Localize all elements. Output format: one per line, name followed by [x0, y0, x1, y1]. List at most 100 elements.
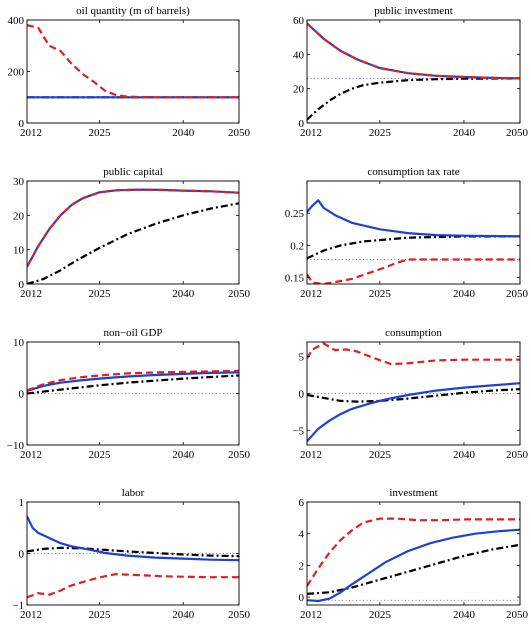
x-tick-label: 2040	[172, 127, 195, 139]
plot-area	[307, 517, 520, 603]
y-tick-label: 0.25	[285, 208, 305, 220]
x-tick-label: 2040	[453, 288, 476, 300]
series-line-dashdot	[27, 374, 239, 395]
series-line-solid	[307, 382, 520, 443]
series-line-dashdot	[307, 77, 520, 121]
y-tick-label: 40	[293, 49, 305, 61]
x-tick-label: 2025	[89, 288, 112, 300]
axes-frame	[306, 180, 521, 285]
x-tick-label: 2050	[228, 609, 251, 621]
x-tick-label: 2012	[300, 449, 322, 461]
y-tick-label: 0.15	[285, 273, 305, 285]
series-line-dashed	[27, 188, 239, 268]
y-tick-label: 1	[19, 497, 25, 509]
series-line-dashdot	[307, 388, 520, 403]
x-tick-label: 2025	[369, 609, 392, 621]
series-line-dashed	[307, 258, 520, 284]
x-tick-label: 2012	[20, 127, 42, 139]
x-tick-label: 2050	[228, 449, 251, 461]
y-tick-label: 0	[19, 549, 25, 561]
chart-panel: consumption tax rate 2012 2025 2040 2050 0.15…	[285, 166, 529, 300]
plot-area	[307, 342, 520, 443]
series-line-dashed	[27, 24, 239, 99]
chart-panel: public capital 2012 2025 2040 2050 0 10 20 30	[13, 166, 251, 300]
series-line-dashed	[307, 517, 520, 587]
plot-area	[307, 22, 520, 121]
panel-title: consumption tax rate	[367, 166, 459, 178]
chart-panel: investment 2012 2025 2040 2050 0 2 4 6	[299, 487, 529, 621]
x-tick-label: 2040	[453, 609, 476, 621]
x-tick-label: 2050	[506, 609, 529, 621]
y-tick-label: 200	[8, 67, 25, 79]
plot-area	[27, 369, 239, 395]
series-line-dashdot	[307, 543, 520, 595]
axes-frame	[26, 19, 240, 124]
series-line-dashed	[307, 342, 520, 366]
series-line-solid	[307, 199, 520, 238]
x-tick-label: 2012	[20, 609, 42, 621]
x-tick-label: 2025	[369, 288, 392, 300]
series-line-dashdot	[27, 546, 239, 558]
x-tick-label: 2040	[172, 288, 195, 300]
chart-panel: oil quantity (m of barrels) 2012 2025 2040 2…	[8, 5, 251, 139]
x-tick-label: 2050	[506, 127, 529, 139]
y-tick-label: 2	[299, 560, 305, 572]
chart-panel: labor 2012 2025 2040 2050 −1 0 1	[12, 487, 250, 621]
y-tick-label: −5	[292, 425, 304, 437]
x-tick-label: 2025	[89, 449, 112, 461]
y-tick-label: 20	[293, 84, 305, 96]
y-tick-label: 10	[13, 337, 25, 349]
x-tick-label: 2025	[369, 127, 392, 139]
x-tick-label: 2025	[89, 127, 112, 139]
y-tick-label: 0.2	[290, 240, 304, 252]
x-tick-label: 2040	[172, 449, 195, 461]
y-tick-label: 4	[299, 529, 305, 541]
series-line-solid	[307, 22, 520, 80]
x-tick-label: 2050	[228, 288, 251, 300]
y-tick-label: 0	[299, 118, 305, 130]
y-tick-label: −10	[7, 440, 25, 452]
axes-frame	[26, 180, 240, 285]
axes-frame	[306, 501, 521, 606]
panel-title: public investment	[374, 5, 453, 17]
y-tick-label: −1	[12, 600, 24, 612]
panel-title: non−oil GDP	[103, 327, 162, 339]
x-tick-label: 2040	[453, 127, 476, 139]
y-tick-label: 10	[13, 245, 25, 257]
x-tick-label: 2012	[20, 449, 42, 461]
x-tick-label: 2012	[300, 127, 322, 139]
y-tick-label: 5	[299, 352, 305, 364]
x-tick-label: 2012	[300, 609, 322, 621]
plot-area	[27, 515, 239, 599]
y-tick-label: 20	[13, 210, 25, 222]
series-line-dashdot	[27, 202, 239, 284]
panel-title: public capital	[103, 166, 163, 178]
series-line-solid	[27, 188, 239, 268]
x-tick-label: 2050	[506, 288, 529, 300]
panel-title: investment	[389, 487, 437, 499]
series-line-dashed	[27, 369, 239, 392]
series-line-solid	[27, 371, 239, 392]
y-tick-label: 0	[299, 389, 305, 401]
y-tick-label: 60	[293, 15, 305, 27]
y-tick-label: 0	[299, 592, 305, 604]
series-line-dashdot	[307, 235, 520, 260]
x-tick-label: 2012	[300, 288, 322, 300]
y-tick-label: 0	[19, 389, 25, 401]
series-line-dashed	[307, 22, 520, 80]
x-tick-label: 2040	[453, 449, 476, 461]
x-tick-label: 2025	[89, 609, 112, 621]
x-tick-label: 2050	[506, 449, 529, 461]
x-tick-label: 2012	[20, 288, 42, 300]
series-line-dashed	[27, 573, 239, 599]
plot-area	[307, 199, 520, 284]
panel-title: consumption	[385, 327, 442, 339]
y-tick-label: 30	[13, 176, 25, 188]
panel-title: labor	[122, 487, 145, 499]
x-tick-label: 2040	[172, 609, 195, 621]
chart-panel: consumption 2012 2025 2040 2050 −5 0 5	[292, 327, 528, 461]
x-tick-label: 2050	[228, 127, 251, 139]
series-line-solid	[27, 515, 239, 562]
